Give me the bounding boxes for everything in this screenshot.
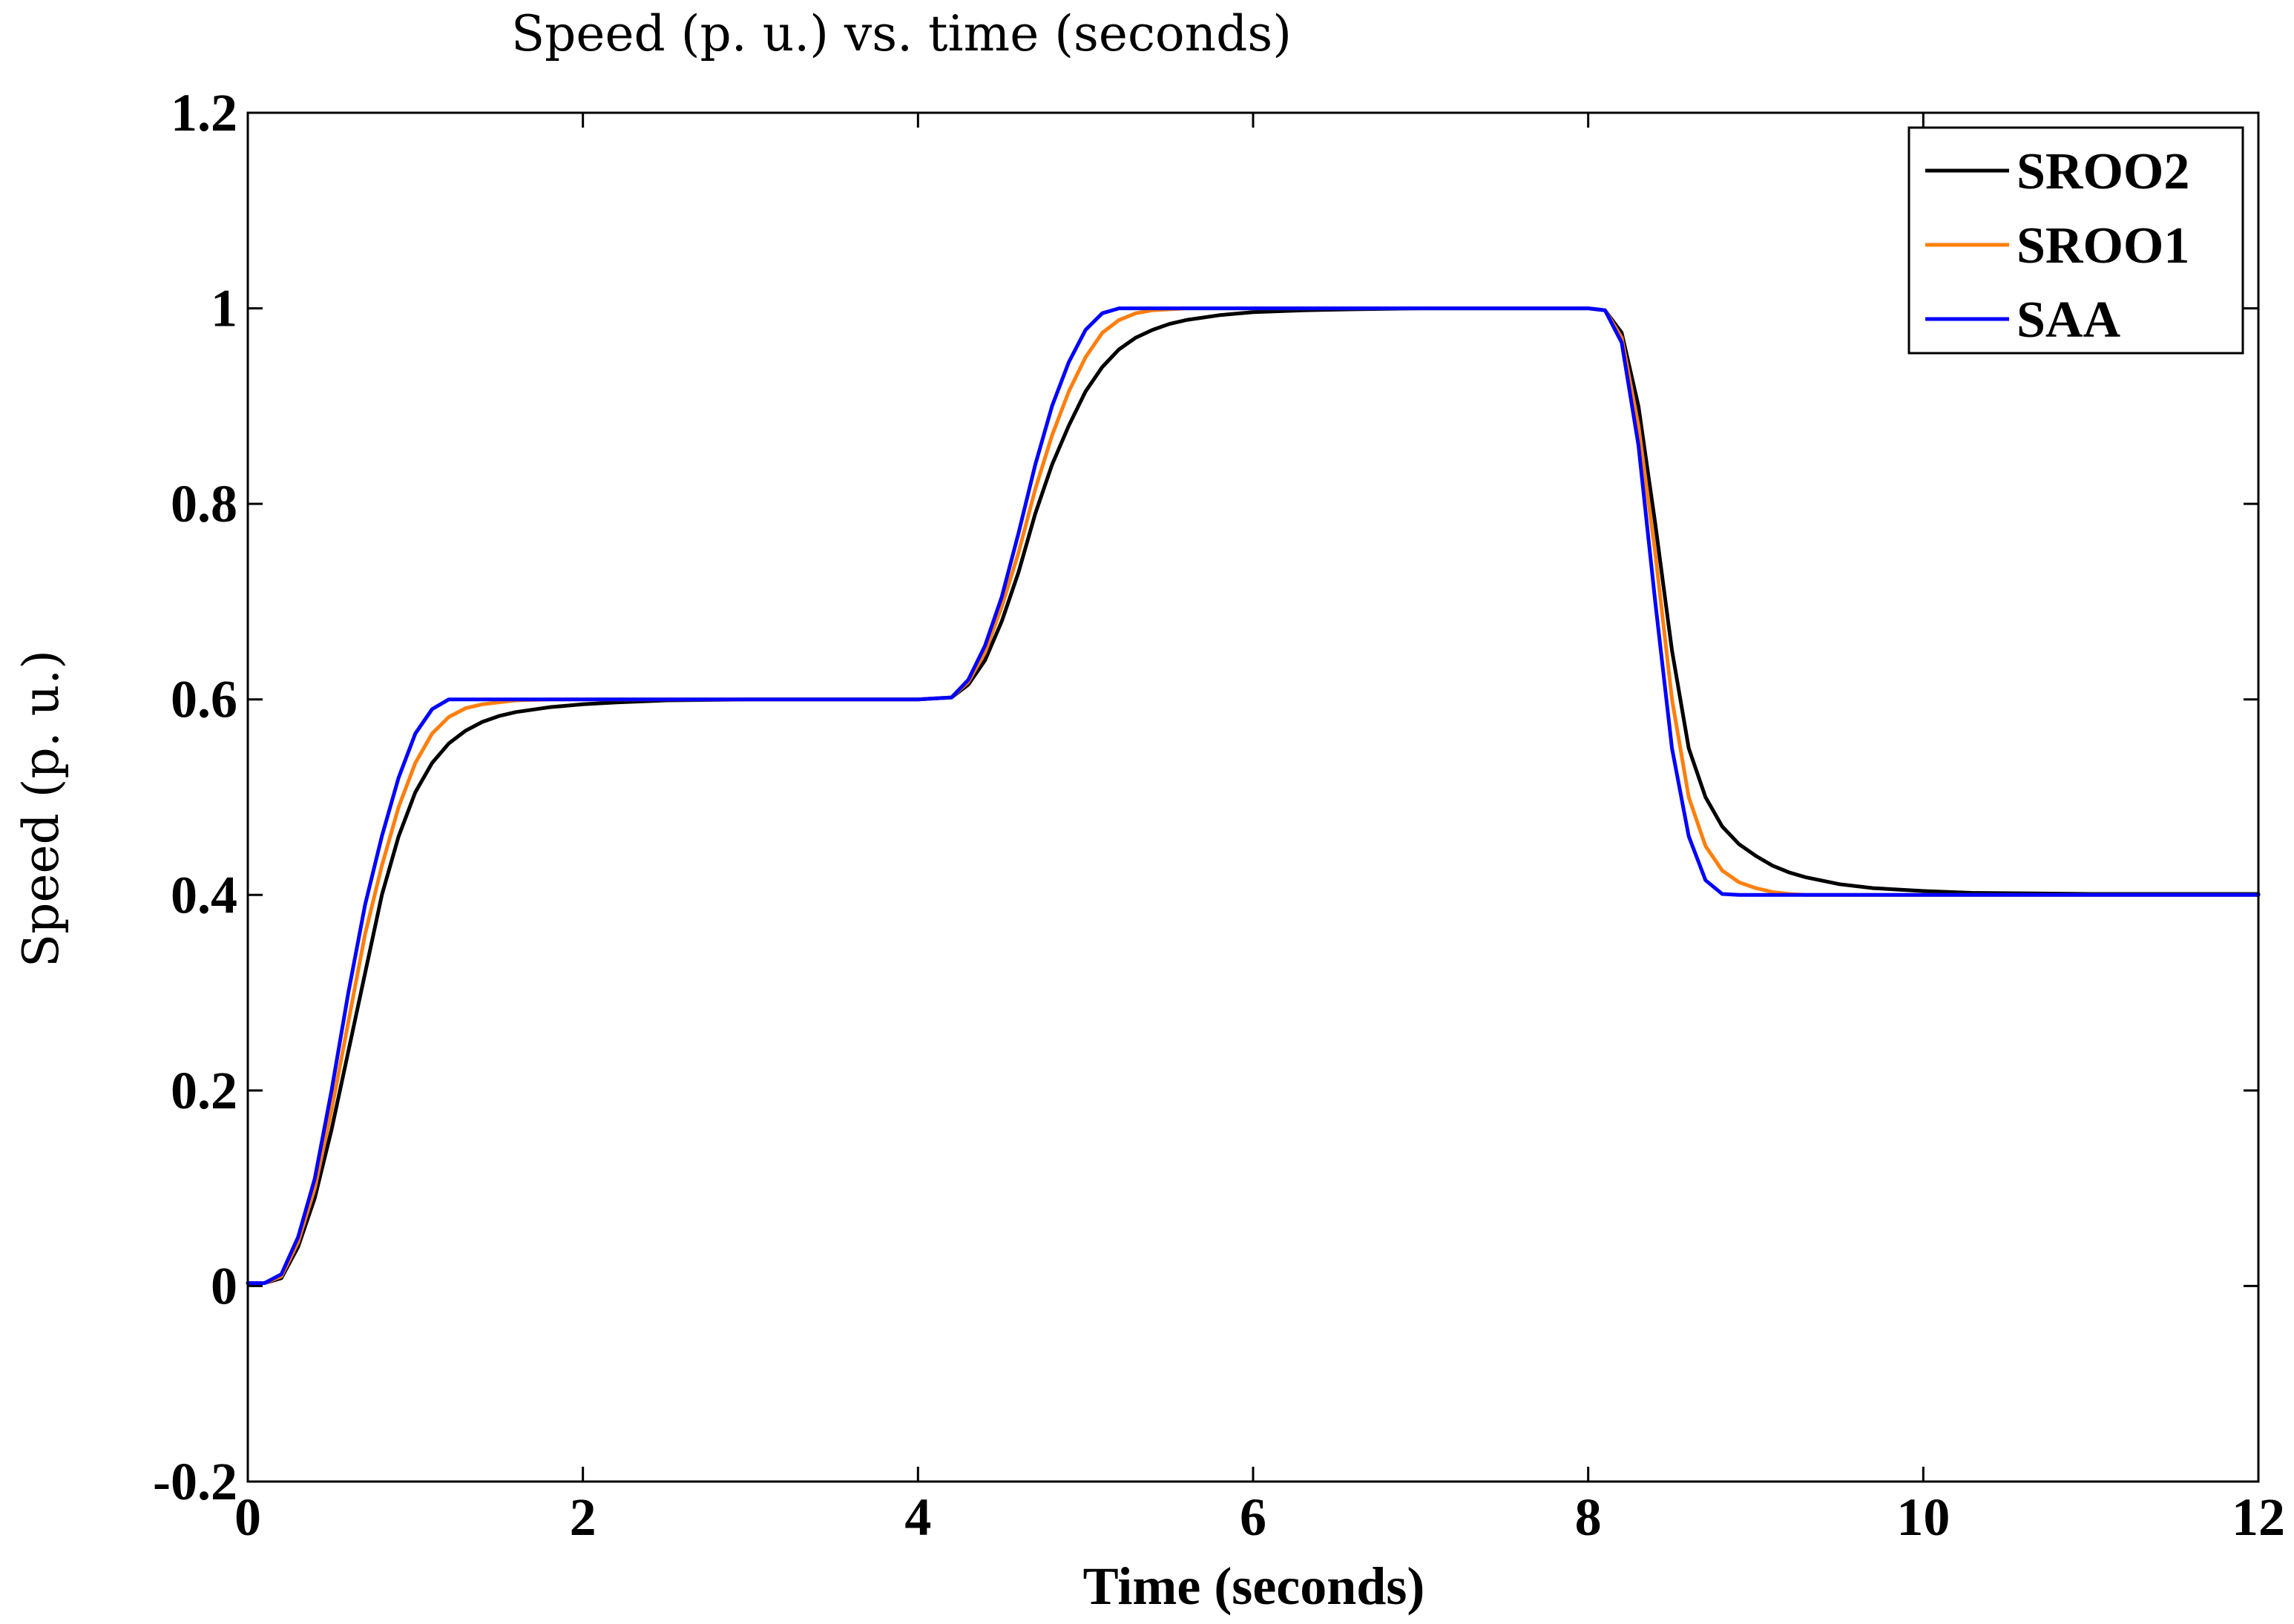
y-tick-label: 0.2 xyxy=(171,1061,237,1120)
x-tick-label: 12 xyxy=(2232,1487,2285,1547)
x-tick-label: 0 xyxy=(234,1487,261,1547)
y-tick-label: 0.8 xyxy=(171,474,237,533)
x-tick-label: 8 xyxy=(1575,1487,1602,1547)
y-axis-label: Speed (p. u.) xyxy=(13,650,70,967)
chart-title: Speed (p. u.) vs. time (seconds) xyxy=(511,5,1292,62)
x-tick-label: 6 xyxy=(1240,1487,1266,1547)
x-tick-label: 2 xyxy=(570,1487,596,1547)
y-tick-label: 0 xyxy=(211,1256,237,1315)
legend-label-sroo1: SROO1 xyxy=(2017,217,2189,274)
y-tick-label: 0.6 xyxy=(171,670,237,729)
x-tick-label: 10 xyxy=(1896,1487,1950,1547)
series-lines xyxy=(246,306,2261,1285)
y-tick-label: -0.2 xyxy=(153,1452,237,1511)
series-line-sroo1 xyxy=(246,306,2261,1285)
legend: SROO2 SROO1 SAA xyxy=(1907,126,2244,355)
x-tick-label: 4 xyxy=(904,1487,931,1547)
plot-area-frame xyxy=(246,111,2260,1483)
y-tick-label: 1.2 xyxy=(171,83,237,142)
legend-box xyxy=(1907,126,2244,355)
legend-label-sroo2: SROO2 xyxy=(2017,143,2189,200)
axis-ticks: 0 2 4 6 8 10 12-0.200.20.40.60.811.2 xyxy=(153,83,2285,1547)
y-tick-label: 0.4 xyxy=(171,865,237,924)
series-line-saa xyxy=(246,306,2261,1285)
x-axis-label: Time (seconds) xyxy=(1083,1556,1425,1616)
series-line-sroo2 xyxy=(246,306,2261,1285)
legend-label-saa: SAA xyxy=(2017,292,2120,349)
y-tick-label: 1 xyxy=(211,279,237,338)
